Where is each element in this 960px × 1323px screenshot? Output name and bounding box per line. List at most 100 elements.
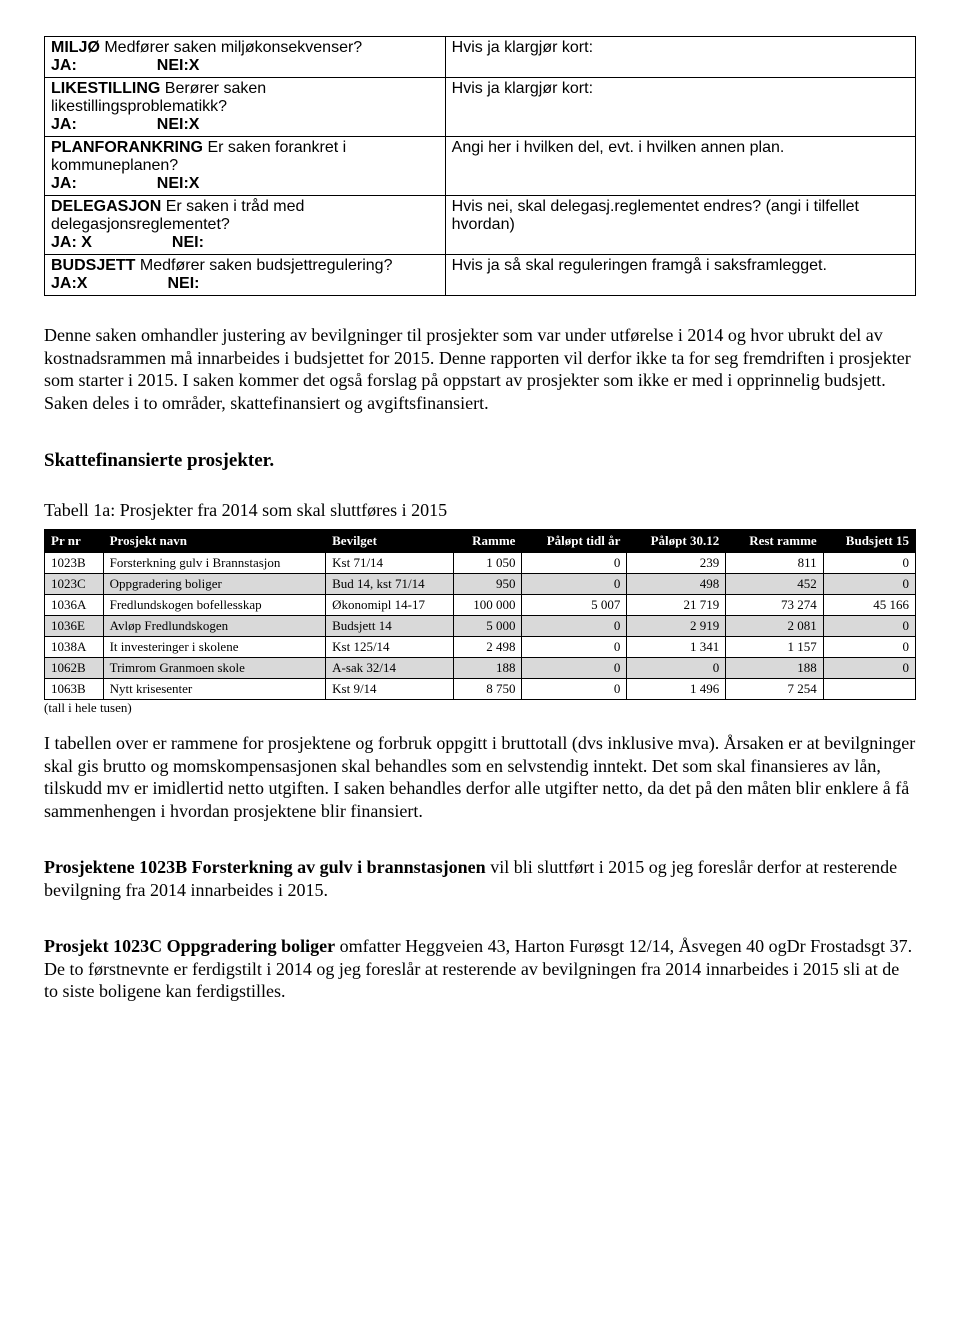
table-cell: 2 919 — [627, 616, 726, 637]
table-cell: Oppgradering boliger — [103, 574, 326, 595]
form-label-prefix: BUDSJETT — [51, 257, 135, 274]
para-1023c: Prosjekt 1023C Oppgradering boliger omfa… — [44, 935, 916, 1003]
table-cell: 1036E — [45, 616, 104, 637]
table-row: 1036EAvløp FredlundskogenBudsjett 145 00… — [45, 616, 916, 637]
table-header-cell: Rest ramme — [726, 530, 823, 553]
table-row: 1023COppgradering boligerBud 14, kst 71/… — [45, 574, 916, 595]
table-cell: 5 007 — [522, 595, 627, 616]
table-cell: 0 — [823, 637, 915, 658]
table-cell: 0 — [627, 658, 726, 679]
table-cell: 188 — [454, 658, 522, 679]
form-label-prefix: MILJØ — [51, 39, 100, 56]
table-cell: 8 750 — [454, 679, 522, 700]
table-note: (tall i hele tusen) — [44, 700, 916, 716]
table-row: 1062BTrimrom Granmoen skoleA-sak 32/1418… — [45, 658, 916, 679]
table-cell: 2 081 — [726, 616, 823, 637]
table-cell: It investeringer i skolene — [103, 637, 326, 658]
table-cell: 1036A — [45, 595, 104, 616]
form-row: DELEGASJON Er saken i tråd med delegasjo… — [45, 196, 916, 255]
form-cell-left: PLANFORANKRING Er saken forankret i komm… — [45, 137, 446, 196]
form-label-prefix: PLANFORANKRING — [51, 139, 203, 156]
para-1023c-bold: Prosjekt 1023C Oppgradering boliger — [44, 936, 335, 956]
table-cell: 1023B — [45, 553, 104, 574]
table-cell: 0 — [823, 616, 915, 637]
table-cell: Kst 71/14 — [326, 553, 454, 574]
form-cell-right: Hvis ja klargjør kort: — [445, 37, 915, 78]
form-row: LIKESTILLING Berører saken likestillings… — [45, 78, 916, 137]
table-cell: Kst 125/14 — [326, 637, 454, 658]
form-cell-left: MILJØ Medfører saken miljøkonsekvenser? J… — [45, 37, 446, 78]
form-row: MILJØ Medfører saken miljøkonsekvenser? J… — [45, 37, 916, 78]
table-caption: Tabell 1a: Prosjekter fra 2014 som skal … — [44, 500, 916, 521]
table-cell: 1023C — [45, 574, 104, 595]
form-row: PLANFORANKRING Er saken forankret i komm… — [45, 137, 916, 196]
table-cell — [823, 679, 915, 700]
table-cell: Bud 14, kst 71/14 — [326, 574, 454, 595]
form-nei: NEI: — [167, 275, 199, 292]
form-nei: NEI:X — [157, 175, 200, 192]
form-label-prefix: DELEGASJON — [51, 198, 161, 215]
table-cell: Avløp Fredlundskogen — [103, 616, 326, 637]
table-cell: 239 — [627, 553, 726, 574]
form-ja: JA: — [51, 116, 77, 133]
table-header-cell: Pr nr — [45, 530, 104, 553]
table-cell: Fredlundskogen bofellesskap — [103, 595, 326, 616]
table-cell: 21 719 — [627, 595, 726, 616]
table-header-cell: Prosjekt navn — [103, 530, 326, 553]
table-cell: Økonomipl 14-17 — [326, 595, 454, 616]
table-cell: 0 — [522, 658, 627, 679]
table-cell: Trimrom Granmoen skole — [103, 658, 326, 679]
form-nei: NEI:X — [157, 57, 200, 74]
table-header-cell: Ramme — [454, 530, 522, 553]
form-ja: JA: — [51, 175, 77, 192]
table-cell: 950 — [454, 574, 522, 595]
table-cell: A-sak 32/14 — [326, 658, 454, 679]
form-label-rest: Medfører saken miljøkonsekvenser? — [100, 39, 362, 56]
form-cell-left: LIKESTILLING Berører saken likestillings… — [45, 78, 446, 137]
table-cell: 1 496 — [627, 679, 726, 700]
form-ja: JA:X — [51, 275, 87, 292]
table-cell: 1063B — [45, 679, 104, 700]
table-cell: 45 166 — [823, 595, 915, 616]
table-cell: 1062B — [45, 658, 104, 679]
form-row: BUDSJETT Medfører saken budsjettreguleri… — [45, 255, 916, 296]
para-1023b-bold: Prosjektene 1023B Forsterkning av gulv i… — [44, 857, 486, 877]
table-cell: 73 274 — [726, 595, 823, 616]
form-cell-right: Hvis ja så skal reguleringen framgå i sa… — [445, 255, 915, 296]
form-nei: NEI:X — [157, 116, 200, 133]
table-cell: 100 000 — [454, 595, 522, 616]
form-cell-right: Hvis ja klargjør kort: — [445, 78, 915, 137]
table-cell: Kst 9/14 — [326, 679, 454, 700]
table-cell: 188 — [726, 658, 823, 679]
table-cell: 5 000 — [454, 616, 522, 637]
table-row: 1036AFredlundskogen bofellesskapØkonomip… — [45, 595, 916, 616]
form-cell-right: Angi her i hvilken del, evt. i hvilken a… — [445, 137, 915, 196]
table-cell: 7 254 — [726, 679, 823, 700]
form-cell-left: DELEGASJON Er saken i tråd med delegasjo… — [45, 196, 446, 255]
table-cell: 1 157 — [726, 637, 823, 658]
table-cell: 452 — [726, 574, 823, 595]
table-cell: 0 — [522, 637, 627, 658]
table-cell: 498 — [627, 574, 726, 595]
table-cell: Forsterkning gulv i Brannstasjon — [103, 553, 326, 574]
table-row: 1038AIt investeringer i skoleneKst 125/1… — [45, 637, 916, 658]
form-ja: JA: — [51, 57, 77, 74]
table-cell: 0 — [522, 553, 627, 574]
table-row: 1063BNytt krisesenterKst 9/148 75001 496… — [45, 679, 916, 700]
table-cell: 2 498 — [454, 637, 522, 658]
table-cell: Budsjett 14 — [326, 616, 454, 637]
table-header-cell: Påløpt tidl år — [522, 530, 627, 553]
table-header-cell: Påløpt 30.12 — [627, 530, 726, 553]
para-under-table: I tabellen over er rammene for prosjekte… — [44, 732, 916, 822]
section-heading: Skattefinansierte prosjekter. — [44, 450, 916, 472]
form-nei: NEI: — [172, 234, 204, 251]
table-cell: 0 — [823, 574, 915, 595]
table-cell: Nytt krisesenter — [103, 679, 326, 700]
form-label-prefix: LIKESTILLING — [51, 80, 160, 97]
table-cell: 0 — [522, 574, 627, 595]
table-header-cell: Budsjett 15 — [823, 530, 915, 553]
table-cell: 811 — [726, 553, 823, 574]
projects-table: Pr nrProsjekt navnBevilgetRammePåløpt ti… — [44, 529, 916, 700]
table-row: 1023BForsterkning gulv i BrannstasjonKst… — [45, 553, 916, 574]
table-cell: 1038A — [45, 637, 104, 658]
